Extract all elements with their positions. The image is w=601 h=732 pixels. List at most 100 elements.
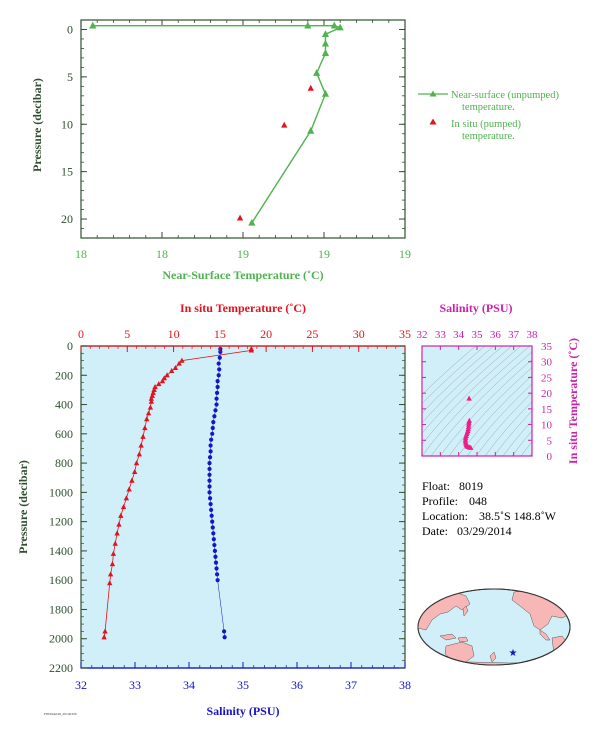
temperature-tick-label: 30 [353, 327, 365, 341]
salinity-point [211, 531, 216, 536]
ts-contour [422, 346, 513, 434]
ts-contour [466, 383, 532, 456]
in-situ-point [281, 121, 288, 128]
salinity-point [213, 408, 218, 413]
salinity-point [212, 542, 217, 548]
float-label: Float: [422, 479, 450, 493]
ts-contour [422, 346, 477, 395]
salinity-point [207, 472, 212, 477]
ts-contour [484, 401, 532, 456]
map-outline [417, 588, 571, 666]
temperature-point [112, 540, 118, 546]
location-label: Location: [422, 509, 468, 523]
salinity-point [212, 548, 218, 554]
near-surface-series [89, 21, 344, 226]
ts-contour [475, 392, 532, 456]
float-info: Float: 8019 Profile: 048 Location: 38.5˚… [422, 479, 557, 538]
ts-xtick-label: 33 [435, 329, 447, 341]
near-surface-legend: Near-surface (unpumped) temperature. In … [418, 90, 559, 142]
ts-points [462, 395, 474, 450]
temperature-point [140, 433, 146, 439]
map-australia [444, 641, 475, 663]
salinity-point [209, 513, 214, 518]
near-surface-frame [80, 19, 406, 239]
temperature-point [118, 512, 124, 518]
salinity-point [207, 455, 213, 460]
profile-series [101, 346, 255, 640]
location-map: ★ [417, 588, 571, 666]
ts-contour [511, 430, 532, 456]
near-surface-ytick-label: 0 [67, 22, 73, 36]
salinity-point [217, 367, 222, 372]
ts-contour [493, 410, 532, 456]
profile-chart: 0200400600800100012001400160018002000220… [16, 301, 411, 718]
near-surface-xtick-label: 19 [399, 247, 411, 261]
temperature-point [116, 521, 122, 527]
ts-title: Salinity (PSU) [439, 301, 512, 315]
salinity-point [209, 437, 214, 442]
salinity-point [217, 355, 222, 360]
ts-ytick-label: 5 [547, 435, 553, 447]
near-surface-point [307, 126, 315, 134]
in-situ-point [307, 84, 314, 91]
ts-ytick-label: 10 [541, 420, 553, 432]
temperature-point [120, 504, 127, 510]
salinity-point [214, 396, 219, 401]
ts-xtick-label: 36 [490, 329, 502, 341]
salinity-point [222, 635, 227, 640]
map-float-location-star: ★ [509, 648, 518, 659]
salinity-point [215, 384, 220, 390]
temperature-point [176, 360, 182, 366]
salinity-tick-label: 35 [237, 678, 249, 692]
near-surface-ylabel: Pressure (decibar) [30, 78, 44, 172]
temperature-point [159, 378, 166, 384]
ts-contour [422, 346, 531, 456]
salinity-point [216, 361, 221, 366]
near-surface-ytick-label: 20 [61, 212, 73, 226]
ts-density-contours [422, 346, 532, 456]
ts-ytick-label: 35 [541, 341, 553, 353]
temperature-tick-label: 35 [399, 327, 411, 341]
legend-marker-green [429, 90, 437, 97]
profile-ticks: 0200400600800100012001400160018002000220… [49, 327, 411, 692]
ts-point [466, 395, 472, 401]
temperature-tick-label: 25 [306, 327, 318, 341]
temperature-tick-label: 15 [214, 327, 226, 341]
salinity-point [207, 478, 212, 483]
salinity-point [214, 572, 220, 577]
near-surface-chart: 0 5 10 15 20 18 18 19 19 19 Pressure (decibar) Ne… [30, 19, 559, 282]
ts-xtick-label: 38 [527, 329, 539, 341]
in-situ-point [236, 214, 244, 221]
ts-xtick-label: 32 [417, 329, 428, 341]
ts-contour [448, 367, 532, 456]
salinity-point [208, 501, 213, 507]
ts-ytick-label: 20 [541, 388, 553, 400]
temperature-point [126, 486, 132, 492]
near-surface-point [321, 39, 330, 47]
near-surface-point [313, 69, 321, 76]
temperature-point [138, 442, 144, 448]
salinity-tick-label: 38 [399, 678, 411, 692]
near-surface-point [89, 21, 97, 29]
ts-point [468, 444, 474, 450]
ts-point [465, 423, 472, 429]
ts-contour [430, 351, 532, 456]
ts-ytick-label: 15 [541, 404, 553, 416]
profile-value: 048 [469, 494, 487, 508]
profile-ytick-label: 0 [67, 339, 73, 353]
ts-ytick-label: 0 [547, 451, 553, 463]
map-indonesia [439, 633, 469, 643]
ts-contour [520, 441, 532, 456]
temperature-point [144, 416, 150, 422]
salinity-point [207, 460, 212, 466]
temperature-point [148, 398, 155, 404]
near-surface-xtick-label: 19 [237, 247, 249, 261]
salinity-point [211, 537, 216, 542]
legend-label-red-1: In situ (pumped) [451, 119, 521, 130]
profile-ytick-label: 200 [55, 368, 73, 382]
ts-diagram: 32 33 34 35 36 37 38 0 5 10 15 20 25 30 35 Salinity (P… [417, 301, 581, 464]
temperature-point [106, 580, 113, 586]
ts-xtick-label: 37 [508, 329, 520, 341]
figure-footer: F8019A048_20140329 [44, 712, 77, 716]
